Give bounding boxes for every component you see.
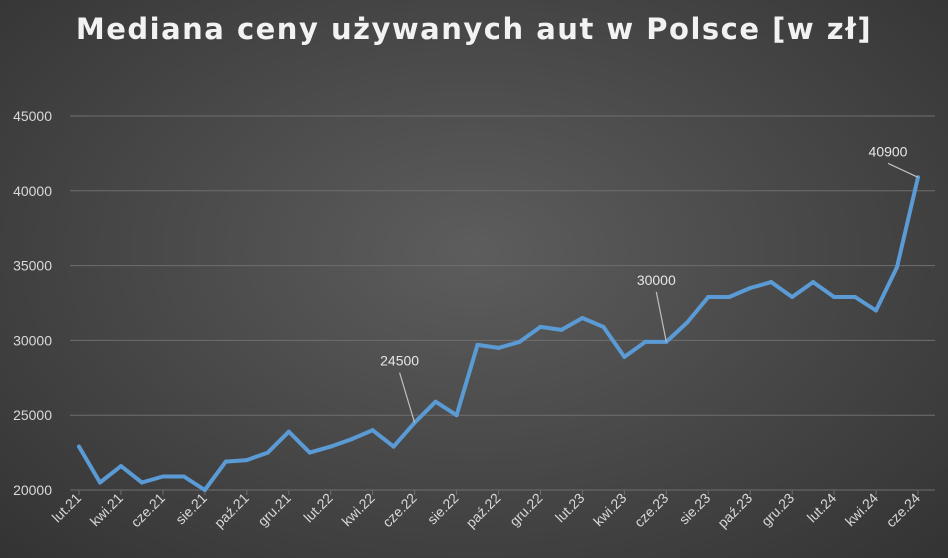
x-tick-label: paź.22 xyxy=(463,490,504,531)
data-label: 40900 xyxy=(869,143,908,159)
data-point xyxy=(328,444,333,449)
data-point xyxy=(454,413,459,418)
data-point xyxy=(622,354,627,359)
data-point xyxy=(811,280,816,285)
data-label-leader xyxy=(887,162,919,178)
y-tick-label: 40000 xyxy=(13,183,52,199)
data-point xyxy=(77,444,81,449)
data-point xyxy=(307,450,312,455)
data-point xyxy=(580,315,585,320)
series-layer xyxy=(77,175,920,492)
y-tick-label: 20000 xyxy=(13,482,52,498)
data-point xyxy=(349,437,354,442)
data-point xyxy=(538,324,543,329)
annotation-layer: 24500 30000 40900 xyxy=(380,143,919,423)
data-label-leader xyxy=(655,291,667,343)
data-point xyxy=(286,429,291,434)
y-tick-label: 35000 xyxy=(13,258,52,274)
data-label: 30000 xyxy=(637,272,676,288)
data-point xyxy=(727,295,732,300)
x-tick-label: cze.22 xyxy=(379,490,420,531)
x-tick-label: kwi.22 xyxy=(338,490,378,530)
x-tick-label: kwi.24 xyxy=(842,490,882,530)
x-tick-label: gru.21 xyxy=(254,490,294,530)
data-point xyxy=(265,450,270,455)
data-point xyxy=(433,399,438,404)
data-point xyxy=(139,480,144,485)
data-label: 24500 xyxy=(380,353,419,369)
x-tick-label: lut.21 xyxy=(49,490,85,526)
data-label-leader xyxy=(399,372,416,423)
data-point xyxy=(97,480,102,485)
data-point xyxy=(559,327,564,332)
data-point xyxy=(475,342,480,347)
data-point xyxy=(790,295,795,300)
x-tick-label: cze.24 xyxy=(883,490,924,531)
x-tick-label: lut.24 xyxy=(804,490,840,526)
data-point xyxy=(181,474,186,479)
data-point xyxy=(748,286,753,291)
data-point xyxy=(370,428,375,433)
data-point xyxy=(769,280,774,285)
x-tick-label: paź.21 xyxy=(211,490,252,531)
x-tick-label: paź.23 xyxy=(714,490,755,531)
x-tick-label: lut.22 xyxy=(300,490,336,526)
data-point xyxy=(160,474,165,479)
y-tick-label: 45000 xyxy=(13,108,52,124)
data-point xyxy=(853,295,858,300)
x-tick-label: sie.21 xyxy=(172,490,210,528)
data-point xyxy=(517,339,522,344)
y-axis-tick-labels: 20000 25000 30000 35000 40000 45000 xyxy=(13,108,52,498)
x-tick-label: kwi.23 xyxy=(590,490,630,530)
y-tick-label: 25000 xyxy=(13,407,52,423)
y-tick-label: 30000 xyxy=(13,332,52,348)
data-point xyxy=(601,324,606,329)
chart-title: Mediana ceny używanych aut w Polsce [w z… xyxy=(75,12,873,46)
series-line xyxy=(77,175,920,492)
x-tick-label: kwi.21 xyxy=(87,490,127,530)
data-point xyxy=(685,320,690,325)
data-point xyxy=(202,488,207,492)
data-point xyxy=(118,464,123,469)
data-point xyxy=(832,295,837,300)
data-point xyxy=(244,458,249,463)
x-tick-label: cze.23 xyxy=(631,490,672,531)
x-tick-label: gru.23 xyxy=(758,490,798,530)
x-tick-label: gru.22 xyxy=(506,490,546,530)
x-tick-label: cze.21 xyxy=(128,490,169,531)
data-point xyxy=(706,295,711,300)
gridlines xyxy=(70,115,935,491)
data-point xyxy=(643,339,648,344)
data-point xyxy=(874,308,879,313)
data-point xyxy=(391,444,396,449)
data-point xyxy=(223,459,228,464)
x-tick-label: lut.23 xyxy=(552,490,588,526)
x-tick-label: sie.22 xyxy=(424,490,462,528)
data-point xyxy=(895,265,900,270)
data-point xyxy=(496,345,501,350)
x-tick-label: sie.23 xyxy=(676,490,714,528)
x-axis-tick-labels: lut.21 kwi.21 cze.21 sie.21 paź.21 gru.21 lut.… xyxy=(49,490,924,531)
